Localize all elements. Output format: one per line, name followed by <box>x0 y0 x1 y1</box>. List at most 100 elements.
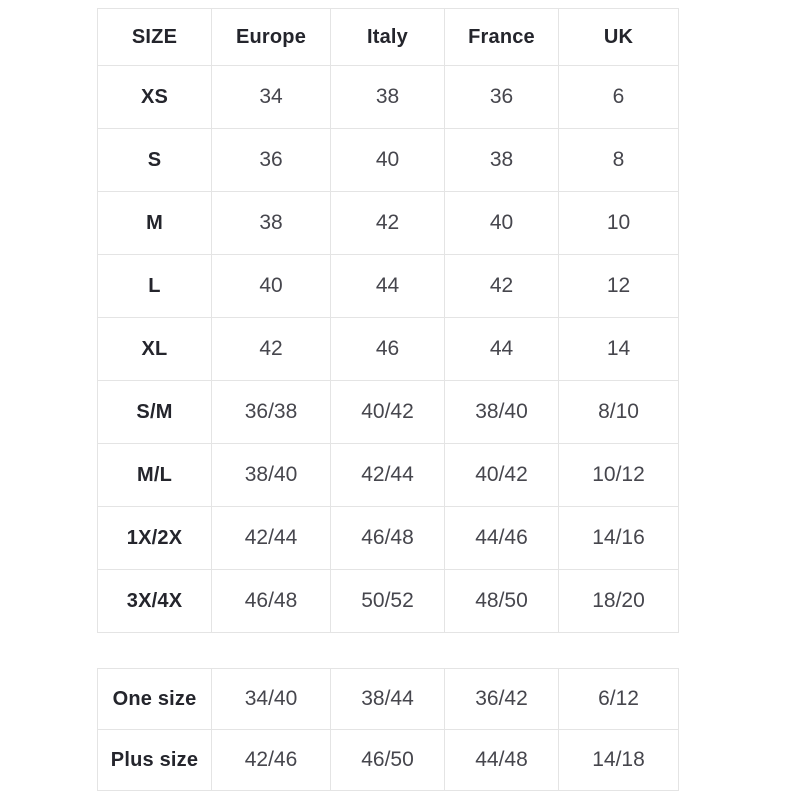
table-cell: 48/50 <box>444 569 559 633</box>
table-row-plus-size: Plus size 42/46 46/50 44/48 14/18 <box>97 729 679 791</box>
table-cell: 40 <box>330 128 445 192</box>
table-cell: 36 <box>444 65 559 129</box>
row-label-s: S <box>147 148 162 171</box>
table-cell: XS <box>97 65 212 129</box>
cell-value: 42 <box>489 274 514 297</box>
table-cell: 38/40 <box>444 380 559 444</box>
column-header-europe-label: Europe <box>235 25 307 48</box>
column-header-france-label: France <box>468 25 535 48</box>
cell-value: 14 <box>606 337 631 360</box>
table-cell: 1X/2X <box>97 506 212 570</box>
cell-value: 38 <box>489 148 514 171</box>
column-header-size: SIZE <box>97 8 212 66</box>
cell-value: 38 <box>259 211 283 234</box>
table-cell: 40/42 <box>444 443 559 507</box>
cell-value: 42/46 <box>244 748 298 771</box>
table-cell: 8/10 <box>558 380 679 444</box>
column-header-uk-label: UK <box>603 25 634 48</box>
column-header-italy-label: Italy <box>366 25 409 48</box>
column-header-size-label: SIZE <box>131 25 178 48</box>
cell-value: 44/46 <box>475 526 528 549</box>
table-cell: 14/16 <box>558 506 679 570</box>
cell-value: 44 <box>489 337 514 360</box>
column-header-europe: Europe <box>211 8 331 66</box>
table-cell: L <box>97 254 212 318</box>
table-cell: 42 <box>444 254 559 318</box>
table-cell: XL <box>97 317 212 381</box>
row-label-ml: M/L <box>136 463 173 486</box>
table-cell: 44/48 <box>444 729 559 791</box>
table-cell: 42/46 <box>211 729 331 791</box>
table-cell: 44/46 <box>444 506 559 570</box>
row-label-xs: XS <box>140 85 169 108</box>
table-cell: 18/20 <box>558 569 679 633</box>
cell-value: 40 <box>259 274 283 297</box>
cell-value: 34 <box>259 85 283 108</box>
table-cell: S/M <box>97 380 212 444</box>
table-row-sm: S/M 36/38 40/42 38/40 8/10 <box>97 380 679 444</box>
cell-value: 40 <box>489 211 514 234</box>
table-row-m: M 38 42 40 10 <box>97 191 679 255</box>
cell-value: 8/10 <box>598 400 639 423</box>
table-row-xl: XL 42 46 44 14 <box>97 317 679 381</box>
table-cell: S <box>97 128 212 192</box>
table-cell: 10/12 <box>558 443 679 507</box>
table-cell: 44 <box>444 317 559 381</box>
table-row-xs: XS 34 38 36 6 <box>97 65 679 129</box>
table-cell: 38 <box>444 128 559 192</box>
cell-value: 40 <box>375 148 400 171</box>
table-cell: 40 <box>444 191 559 255</box>
cell-value: 38/40 <box>475 400 528 423</box>
row-label-xl: XL <box>141 337 168 360</box>
cell-value: 42 <box>375 211 400 234</box>
table-cell: 40/42 <box>330 380 445 444</box>
cell-value: 36/38 <box>244 400 298 423</box>
table-row-1x2x: 1X/2X 42/44 46/48 44/46 14/16 <box>97 506 679 570</box>
table-cell: 14 <box>558 317 679 381</box>
table-cell: 36/42 <box>444 668 559 730</box>
cell-value: 38 <box>375 85 400 108</box>
cell-value: 40/42 <box>361 400 414 423</box>
row-label-3x4x: 3X/4X <box>126 589 183 612</box>
row-label-1x2x: 1X/2X <box>126 526 183 549</box>
table-cell: 46 <box>330 317 445 381</box>
table-cell: 38/44 <box>330 668 445 730</box>
table-cell: 3X/4X <box>97 569 212 633</box>
cell-value: 6 <box>612 85 625 108</box>
table-cell: 14/18 <box>558 729 679 791</box>
cell-value: 12 <box>606 274 631 297</box>
table-cell: 46/48 <box>330 506 445 570</box>
table-cell: M <box>97 191 212 255</box>
table-row-one-size: One size 34/40 38/44 36/42 6/12 <box>97 668 679 730</box>
table-cell: 6/12 <box>558 668 679 730</box>
cell-value: 14/18 <box>592 748 645 771</box>
cell-value: 10/12 <box>592 463 645 486</box>
table-cell: 46/48 <box>211 569 331 633</box>
row-label-plus-size: Plus size <box>110 748 199 771</box>
cell-value: 40/42 <box>475 463 528 486</box>
cell-value: 14/16 <box>592 526 645 549</box>
column-header-uk: UK <box>558 8 679 66</box>
table-cell: One size <box>97 668 212 730</box>
table-cell: M/L <box>97 443 212 507</box>
cell-value: 36 <box>259 148 283 171</box>
table-cell: 40 <box>211 254 331 318</box>
table-cell: 46/50 <box>330 729 445 791</box>
table-cell: 36 <box>211 128 331 192</box>
table-cell: 50/52 <box>330 569 445 633</box>
table-cell: 42/44 <box>330 443 445 507</box>
table-cell: Plus size <box>97 729 212 791</box>
size-table-header-row: SIZE Europe Italy France UK <box>97 8 679 66</box>
table-row-s: S 36 40 38 8 <box>97 128 679 192</box>
cell-value: 46/48 <box>244 589 298 612</box>
cell-value: 42/44 <box>361 463 414 486</box>
table-cell: 42 <box>211 317 331 381</box>
cell-value: 10 <box>606 211 631 234</box>
cell-value: 38/40 <box>244 463 298 486</box>
cell-value: 18/20 <box>592 589 645 612</box>
table-cell: 34 <box>211 65 331 129</box>
table-cell: 8 <box>558 128 679 192</box>
cell-value: 8 <box>612 148 625 171</box>
cell-value: 44/48 <box>475 748 528 771</box>
size-conversion-table: SIZE Europe Italy France UK XS 34 38 36 … <box>97 8 679 633</box>
